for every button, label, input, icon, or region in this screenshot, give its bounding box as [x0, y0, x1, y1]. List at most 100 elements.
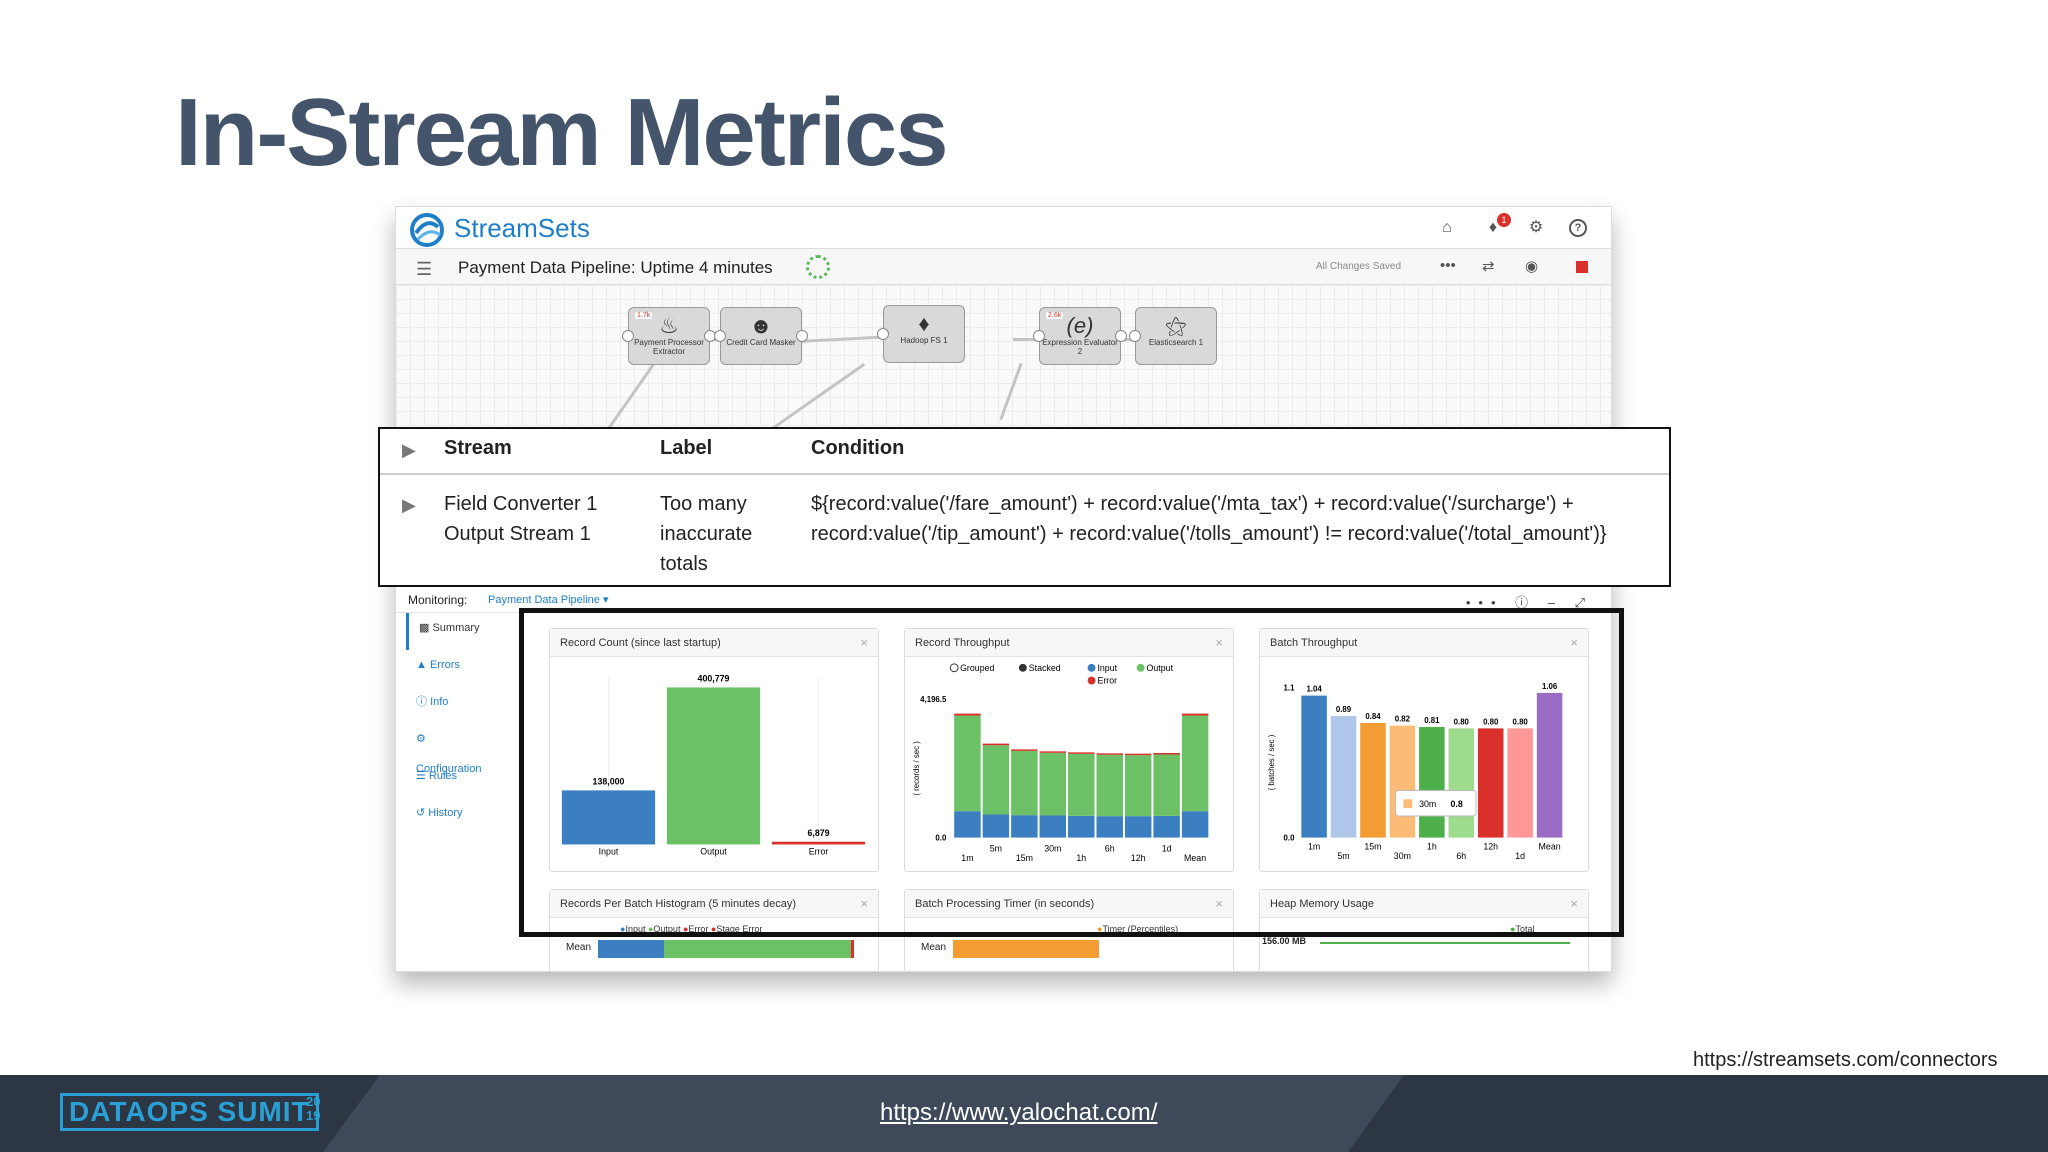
- bar-segment-input: [1124, 816, 1152, 838]
- bell-icon[interactable]: ♦: [1488, 219, 1498, 236]
- panel-title: Batch Processing Timer (in seconds): [915, 898, 1095, 910]
- bar-segment-input: [1181, 811, 1209, 838]
- sidebar-item-label: Errors: [429, 659, 460, 671]
- y-tick-label: 1.1: [1284, 683, 1296, 692]
- input-port[interactable]: [714, 330, 726, 342]
- stage-credit-card-masker[interactable]: ☻ Credit Card Masker: [720, 307, 802, 365]
- top-navbar: StreamSets ⌂ ♦ 1 ⚙ ?: [396, 207, 1611, 249]
- bar-1m: [1301, 695, 1327, 838]
- output-port[interactable]: [796, 330, 808, 342]
- sidebar-item-info[interactable]: ⓘ Info: [416, 696, 449, 708]
- label-line: Too many: [660, 493, 747, 515]
- tick-label: 15m: [1364, 841, 1381, 851]
- sidebar-item-history[interactable]: ↺ History: [416, 807, 463, 819]
- bar-6h: [1448, 728, 1475, 838]
- stream-line: Output Stream 1: [444, 523, 591, 545]
- stage-payment-processor-extractor[interactable]: 1.7k ♨ Payment Processor Extractor: [628, 307, 710, 365]
- more-icon[interactable]: •••: [1440, 257, 1456, 274]
- close-icon[interactable]: ×: [1215, 635, 1223, 650]
- bar-segment-input: [1153, 815, 1180, 838]
- bar-segment-input: [1096, 816, 1123, 838]
- tick-label: 1m: [961, 853, 973, 863]
- save-status: All Changes Saved: [1316, 261, 1402, 272]
- legend-marker: [1018, 663, 1027, 672]
- close-icon[interactable]: ×: [1570, 896, 1578, 911]
- running-spinner-icon: [806, 255, 830, 279]
- legend-marker: [1087, 663, 1096, 672]
- data-label: 0.81: [1424, 716, 1440, 725]
- sidebar-item-rules[interactable]: ☰ Rules: [416, 770, 458, 782]
- legend-entry: Output: [1147, 663, 1174, 673]
- close-icon[interactable]: ×: [1570, 635, 1578, 650]
- output-port[interactable]: [1115, 330, 1127, 342]
- legend-input: Input: [625, 924, 646, 934]
- panel-title: Batch Throughput: [1270, 637, 1358, 649]
- tick-label: 12h: [1483, 841, 1498, 851]
- close-icon[interactable]: ×: [1215, 896, 1223, 911]
- monitoring-pipeline-select[interactable]: Payment Data Pipeline ▾: [488, 594, 609, 606]
- expand-icon[interactable]: ▶: [402, 440, 416, 460]
- tick-label: Input: [599, 846, 619, 856]
- monitoring-actions[interactable]: ••• ⓘ – ⤢: [1465, 595, 1593, 610]
- close-icon[interactable]: ×: [860, 635, 868, 650]
- bar-segment-error: [982, 743, 1010, 746]
- tick-label: 1m: [1308, 841, 1320, 851]
- expression-icon: (e): [1066, 313, 1094, 338]
- help-icon[interactable]: ?: [1569, 219, 1587, 237]
- gears-icon[interactable]: ⚙: [1528, 219, 1544, 236]
- sidebar-item-summary[interactable]: ▩ Summary: [406, 613, 494, 650]
- heap-memory-panel: Heap Memory Usage × ●Total 156.00 MB: [1259, 889, 1589, 971]
- legend-marker: [1087, 676, 1096, 685]
- bar-segment-input: [982, 814, 1010, 838]
- sidebar-item-configuration[interactable]: ⚙ Configuration: [416, 733, 482, 775]
- bar-segment-output: [1153, 754, 1180, 816]
- camera-icon[interactable]: ◉: [1525, 258, 1539, 275]
- y-axis-label: ( batches / sec ): [1267, 734, 1276, 790]
- bar-segment-error: [954, 713, 981, 716]
- legend-total: Total: [1515, 924, 1535, 934]
- pipeline-toolbar: ☰ Payment Data Pipeline: Uptime 4 minute…: [396, 249, 1611, 285]
- stage-label: Credit Card Masker: [726, 338, 796, 347]
- home-icon[interactable]: ⌂: [1442, 219, 1452, 236]
- shuffle-icon[interactable]: ⇄: [1482, 258, 1495, 275]
- legend-stage-error: Stage Error: [716, 924, 763, 934]
- tick-label: Mean: [1184, 853, 1206, 863]
- elasticsearch-icon: ⚝: [1165, 313, 1187, 338]
- stage-hadoop-fs[interactable]: ♦ Hadoop FS 1: [883, 305, 965, 363]
- bar-segment-output: [1124, 755, 1152, 817]
- tick-label: 5m: [1337, 851, 1349, 861]
- batch-timer-panel: Batch Processing Timer (in seconds) × ●Ti…: [904, 889, 1234, 971]
- histogram-input-bar: [598, 940, 664, 958]
- bar-mean: [1536, 692, 1563, 838]
- input-port[interactable]: [877, 328, 889, 340]
- stage-count: 2.6k: [1046, 312, 1064, 319]
- legend-timer: Timer (Percentiles): [1102, 924, 1179, 934]
- input-port[interactable]: [1033, 330, 1045, 342]
- footer-link[interactable]: https://www.yalochat.com/: [880, 1099, 1158, 1126]
- stage-elasticsearch[interactable]: ⚝ Elasticsearch 1: [1135, 307, 1217, 365]
- header-stream: Stream: [444, 437, 512, 459]
- bar-segment-output: [1096, 754, 1123, 817]
- bar-12h: [1477, 728, 1504, 838]
- stop-icon[interactable]: [1576, 261, 1588, 273]
- bar-segment-input: [1068, 815, 1095, 838]
- hamburger-menu-icon[interactable]: ☰: [416, 259, 433, 279]
- pipeline-canvas[interactable]: 1.7k ♨ Payment Processor Extractor ☻ Cre…: [396, 285, 1611, 441]
- rule-table-header: ▶ Stream Label Condition: [380, 429, 1669, 475]
- expand-icon[interactable]: ▶: [402, 495, 416, 515]
- input-port[interactable]: [622, 330, 634, 342]
- data-label: 0.80: [1454, 717, 1470, 726]
- tick-label: 1h: [1427, 841, 1437, 851]
- tick-label: Output: [700, 846, 727, 856]
- input-port[interactable]: [1129, 330, 1141, 342]
- sidebar-item-errors[interactable]: ▲ Errors: [416, 659, 460, 671]
- data-label: 0.82: [1395, 715, 1411, 724]
- rule-stream: Field Converter 1 Output Stream 1: [444, 489, 597, 549]
- stage-expression-evaluator[interactable]: 2.6k (e) Expression Evaluator 2: [1039, 307, 1121, 365]
- legend-entry: Grouped: [960, 663, 994, 673]
- data-label: 1.06: [1542, 682, 1558, 691]
- condition-line: record:value('/tip_amount') + record:val…: [811, 523, 1607, 545]
- close-icon[interactable]: ×: [860, 896, 868, 911]
- legend-error: Error: [688, 924, 709, 934]
- y-tick-label: 0.0: [935, 834, 947, 843]
